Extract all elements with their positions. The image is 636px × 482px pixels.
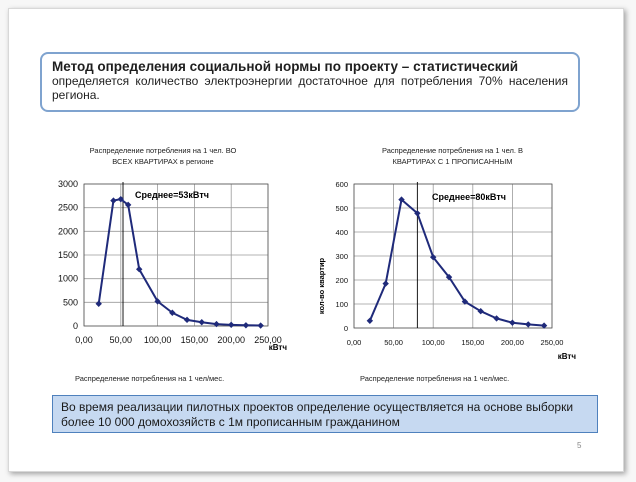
chart-2-y-tick-label: 0 <box>344 324 348 333</box>
chart-1-data-point <box>257 322 264 329</box>
chart-1-x-tick-label: 100,00 <box>144 335 172 345</box>
chart-1-mean-annotation: Среднее=53кВтч <box>135 190 209 200</box>
chart-1-data-point <box>213 320 220 328</box>
chart-1-y-tick-label: 0 <box>73 321 78 331</box>
chart-1-data-point <box>169 309 176 316</box>
chart-2-y-tick-label: 300 <box>335 252 348 261</box>
chart-2-data-point <box>430 254 437 261</box>
chart-1-y-tick-label: 1500 <box>58 250 78 260</box>
chart-1-title-line-1: Распределение потребления на 1 чел. ВО <box>89 146 237 155</box>
chart-1-x-tick-label: 250,00 <box>254 335 282 345</box>
chart-1-x-tick-label: 150,00 <box>181 335 209 345</box>
chart-1-data-point <box>136 266 143 273</box>
chart-1-y-tick-label: 3000 <box>58 179 78 189</box>
chart-2-x-tick-label: 0,00 <box>347 338 362 347</box>
chart-1-title: Распределение потребления на 1 чел. ВО В… <box>58 145 268 167</box>
chart-1-y-tick-label: 2000 <box>58 226 78 236</box>
chart-1-data-point <box>154 298 161 305</box>
chart-2-data-point <box>382 280 389 287</box>
chart-2-data-point <box>540 322 548 329</box>
chart-2-plot-frame <box>353 183 553 329</box>
chart-1-data-point <box>242 322 250 329</box>
chart-1-y-tick-label: 2500 <box>58 203 78 213</box>
chart-1-y-tick-label: 1000 <box>58 274 78 284</box>
chart-2-data-point <box>493 315 500 322</box>
chart-1-x-tick-label: 50,00 <box>110 335 133 345</box>
chart-1-data-point <box>110 197 117 204</box>
chart-2-title: Распределение потребления на 1 чел. В КВ… <box>345 145 560 167</box>
chart-2-y-tick-label: 400 <box>335 228 348 237</box>
chart-2-x-axis-label: кВтч <box>558 352 577 361</box>
chart-2-data-point <box>366 317 374 324</box>
chart-1-caption: Распределение потребления на 1 чел/мес. <box>75 374 225 383</box>
chart-1-data-point <box>95 300 102 307</box>
chart-2-data-point <box>461 298 469 305</box>
chart-2-y-tick-label: 500 <box>335 204 348 213</box>
pilot-note-box: Во время реализации пилотных проектов оп… <box>52 395 598 433</box>
method-title: Метод определения социальной нормы по пр… <box>52 59 519 74</box>
chart-2-series-line <box>368 198 545 327</box>
chart-1-y-tick-label: 500 <box>63 297 78 307</box>
chart-2-data-point <box>509 319 516 326</box>
chart-1-data-point <box>228 321 235 329</box>
chart-2-title-line-1: Распределение потребления на 1 чел. В <box>381 146 524 155</box>
chart-2-mean-annotation: Среднее=80кВтч <box>432 192 506 202</box>
chart-2-y-tick-label: 100 <box>335 300 348 309</box>
chart-1-plot-frame <box>83 183 269 327</box>
chart-2-x-tick-label: 50,00 <box>384 338 403 347</box>
chart-2-caption: Распределение потребления на 1 чел/мес. <box>360 374 510 383</box>
chart-1-x-tick-label: 200,00 <box>217 335 245 345</box>
chart-2-y-tick-label: 200 <box>335 276 348 285</box>
chart-2-x-tick-label: 250,00 <box>541 338 564 347</box>
chart-1-data-point <box>117 195 124 203</box>
chart-2-title-line-2: КВАРТИРАХ С 1 ПРОПИСАННЫМ <box>392 157 513 166</box>
chart-2-x-tick-label: 100,00 <box>422 338 445 347</box>
chart-2-x-tick-label: 200,00 <box>501 338 524 347</box>
chart-2-data-point <box>477 308 484 315</box>
chart-2-data-point <box>525 321 532 328</box>
chart-2-x-tick-label: 150,00 <box>461 338 484 347</box>
method-box: Метод определения социальной нормы по пр… <box>40 52 580 112</box>
chart-1-x-tick-label: 0,00 <box>75 335 93 345</box>
chart-1-data-point <box>183 316 191 324</box>
chart-1-x-axis-label: кВтч <box>269 343 288 352</box>
chart-1-data-point <box>198 319 205 326</box>
chart-2-y-axis-label: кол-во квартир <box>317 257 326 314</box>
chart-2-data-point <box>414 210 421 217</box>
chart-1-data-point <box>124 201 132 209</box>
chart-1-title-line-2: ВСЕХ КВАРТИРАХ в регионе <box>112 157 214 166</box>
chart-2-data-point <box>445 273 453 281</box>
method-description: определяется количество электроэнергии д… <box>52 74 568 102</box>
chart-2-data-point <box>398 196 405 203</box>
page-number: 5 <box>577 441 582 450</box>
chart-2-y-tick-label: 600 <box>335 180 348 189</box>
